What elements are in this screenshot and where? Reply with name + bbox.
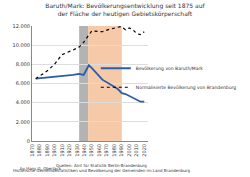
svg-text:1900: 1900 <box>51 144 57 157</box>
svg-text:by Hans G. Oberlack: by Hans G. Oberlack <box>20 166 62 171</box>
svg-text:2.000: 2.000 <box>16 119 30 125</box>
svg-text:1890: 1890 <box>44 144 50 157</box>
svg-text:1880: 1880 <box>36 144 42 157</box>
svg-text:Baruth/Mark: Bevölkerungsentwi: Baruth/Mark: Bevölkerungsentwicklung sei… <box>45 2 205 18</box>
svg-text:1910: 1910 <box>59 144 65 157</box>
svg-text:1990: 1990 <box>118 144 124 157</box>
svg-text:Bevölkerung von Baruth/Mark: Bevölkerung von Baruth/Mark <box>136 66 203 71</box>
svg-text:1960: 1960 <box>96 144 102 157</box>
svg-text:2000: 2000 <box>126 144 132 157</box>
svg-text:1950: 1950 <box>88 144 94 157</box>
svg-text:1970: 1970 <box>103 144 109 157</box>
svg-text:2020: 2020 <box>141 144 147 157</box>
svg-text:0: 0 <box>27 138 30 144</box>
svg-text:1930: 1930 <box>74 144 80 157</box>
svg-text:Normalisierte Bevölkerung von: Normalisierte Bevölkerung von Brandenbur… <box>136 85 236 90</box>
svg-text:1870: 1870 <box>29 144 35 157</box>
svg-text:10.000: 10.000 <box>13 42 31 48</box>
svg-text:6.000: 6.000 <box>16 80 30 86</box>
svg-text:1940: 1940 <box>81 144 87 157</box>
svg-text:8.000: 8.000 <box>16 61 30 67</box>
svg-text:Quellen: Amt für Statistik Ber: Quellen: Amt für Statistik Berlin-Brande… <box>56 163 147 168</box>
svg-text:12.000: 12.000 <box>13 23 31 29</box>
svg-text:1920: 1920 <box>66 144 72 157</box>
svg-text:4.000: 4.000 <box>16 99 30 105</box>
svg-text:Historische Gemeindestatistike: Historische Gemeindestatistiken und Bevö… <box>13 168 190 173</box>
svg-text:1980: 1980 <box>111 144 117 157</box>
svg-text:2010: 2010 <box>133 144 139 157</box>
